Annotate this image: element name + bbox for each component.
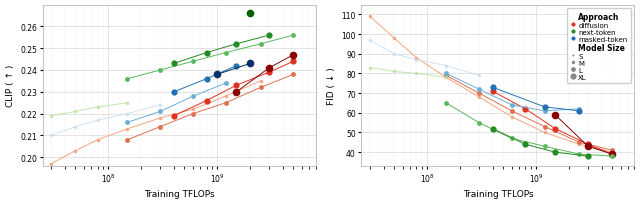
X-axis label: Training TFLOPs: Training TFLOPs <box>463 190 533 198</box>
X-axis label: Training TFLOPs: Training TFLOPs <box>144 190 214 198</box>
Y-axis label: CLIP ( ↑ ): CLIP ( ↑ ) <box>6 65 15 107</box>
Y-axis label: FID ( ↓ ): FID ( ↓ ) <box>327 67 336 105</box>
Legend: Approach, diffusion, next-token, masked-token, Model Size, S, M, L, XL: Approach, diffusion, next-token, masked-… <box>567 9 631 84</box>
